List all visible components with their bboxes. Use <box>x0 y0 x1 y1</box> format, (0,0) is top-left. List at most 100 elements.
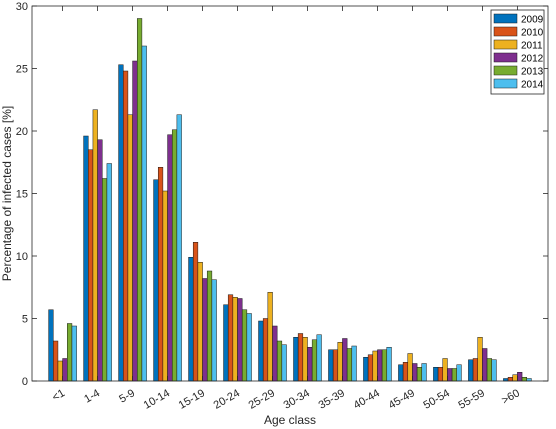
y-tick-label: 15 <box>16 189 28 201</box>
bar-2011-55-59 <box>477 337 483 382</box>
legend-label-2011: 2011 <box>521 41 543 52</box>
bar-2010-15-19 <box>192 242 199 382</box>
bar-2010-35-39 <box>332 349 339 382</box>
bar-2010-1-4 <box>88 149 94 382</box>
bar-2010-10-14 <box>157 167 164 382</box>
legend-label-2013: 2013 <box>521 67 544 78</box>
bar-2011-35-39 <box>337 342 343 382</box>
bar-2014-35-39 <box>351 345 357 382</box>
bar-2012-<1 <box>62 358 68 382</box>
y-tick-label: 20 <box>16 126 28 138</box>
bar-2013-50-54 <box>451 368 457 382</box>
bar-2010-50-54 <box>437 367 443 382</box>
bar-2010-40-44 <box>367 354 374 382</box>
bar-2014-5-9 <box>141 45 147 382</box>
bar-2011-20-24 <box>232 297 238 382</box>
y-tick-label: 5 <box>22 314 28 326</box>
bar-2010-55-59 <box>472 358 478 382</box>
bar-2010-25-29 <box>262 318 269 382</box>
bar-2014-50-54 <box>456 364 462 382</box>
y-tick-label: 10 <box>16 251 28 263</box>
bar-2012-15-19 <box>202 278 208 382</box>
x-axis-title: Age class <box>264 413 316 427</box>
legend-label-2010: 2010 <box>521 28 544 39</box>
bar-2012-50-54 <box>447 368 453 382</box>
bar-2011-50-54 <box>442 358 448 382</box>
bar-2013-<1 <box>67 323 73 382</box>
legend-label-2009: 2009 <box>521 15 544 26</box>
bar-2010-45-49 <box>402 362 409 382</box>
bar-2012-10-14 <box>167 134 173 382</box>
bar-2010-<1 <box>53 340 59 382</box>
bar-2010-20-24 <box>227 294 234 382</box>
bar-2012-40-44 <box>377 349 383 382</box>
bar-2011-30-34 <box>302 337 308 382</box>
bar-2009-10-14 <box>153 179 159 382</box>
bar-2009-<1 <box>48 309 54 382</box>
bar-2013-15-19 <box>206 270 213 382</box>
bar-2011-45-49 <box>407 353 413 382</box>
bar-2009-15-19 <box>188 257 194 382</box>
bar-2013-45-49 <box>416 367 423 382</box>
bar-2011-5-9 <box>127 114 133 382</box>
bar-2014-25-29 <box>281 344 287 382</box>
bar-2014-30-34 <box>316 334 322 382</box>
bar-2013-5-9 <box>136 18 143 382</box>
bar-2014-40-44 <box>386 347 392 382</box>
bar-2013-40-44 <box>381 349 388 382</box>
bar-2009-5-9 <box>118 64 124 382</box>
y-tick-label: 0 <box>22 376 28 388</box>
legend-label-2012: 2012 <box>521 54 544 65</box>
bar-2011-1-4 <box>92 109 98 382</box>
bar-2013-30-34 <box>311 339 318 382</box>
x-tick-label: <1 <box>50 387 67 404</box>
bar-2012-35-39 <box>342 338 348 382</box>
bar-2014-55-59 <box>491 359 497 382</box>
bar-2012-55-59 <box>482 348 488 382</box>
bar-2014-15-19 <box>211 279 217 382</box>
bar-2012-25-29 <box>272 325 278 382</box>
bar-2012-20-24 <box>237 298 243 382</box>
bar-2012-1-4 <box>97 139 103 382</box>
legend-swatch-2009 <box>493 13 518 24</box>
bar-2009-1-4 <box>83 135 89 382</box>
legend-swatch-2012 <box>493 52 518 63</box>
y-axis-title: Percentage of infected cases [%] <box>0 106 14 281</box>
bar-2014-20-24 <box>246 313 252 382</box>
bar-2013-35-39 <box>346 348 353 382</box>
bar-2009-35-39 <box>328 349 334 382</box>
bar-2011-25-29 <box>267 292 273 382</box>
bar-2009-30-34 <box>293 337 299 382</box>
bar-2012-45-49 <box>412 363 418 382</box>
bar-2011-<1 <box>57 360 63 382</box>
bar-2010-30-34 <box>297 333 304 382</box>
bar-2009-20-24 <box>223 304 229 382</box>
y-tick-label: 25 <box>16 64 28 76</box>
bar-2009-45-49 <box>398 364 404 382</box>
bar-2014-10-14 <box>176 114 182 382</box>
bar-2011-10-14 <box>162 190 168 382</box>
y-tick-label: 30 <box>16 1 28 13</box>
bar-2013-1-4 <box>102 178 108 382</box>
bar-2013-20-24 <box>241 309 248 382</box>
legend-swatch-2010 <box>493 26 518 37</box>
bar-2011->60 <box>512 374 518 382</box>
bar-2009-25-29 <box>258 320 264 382</box>
legend-swatch-2014 <box>493 78 518 89</box>
legend-label-2014: 2014 <box>521 80 544 91</box>
legend: 2009 2010 2011 2012 2013 2014 <box>490 9 545 95</box>
bar-2009-55-59 <box>468 359 474 382</box>
bar-2010-5-9 <box>123 70 129 382</box>
bar-2012-5-9 <box>132 60 138 382</box>
bar-2012->60 <box>517 372 523 382</box>
bar-2014-45-49 <box>421 363 427 382</box>
bar-2013-55-59 <box>486 358 492 382</box>
legend-swatch-2013 <box>493 65 518 76</box>
bar-2011-40-44 <box>372 350 378 382</box>
bar-2014-1-4 <box>106 163 112 382</box>
bar-2014-<1 <box>71 325 77 382</box>
bar-2011-15-19 <box>197 262 203 382</box>
bar-2013->60 <box>521 377 527 382</box>
bar-2010->60 <box>507 377 513 382</box>
